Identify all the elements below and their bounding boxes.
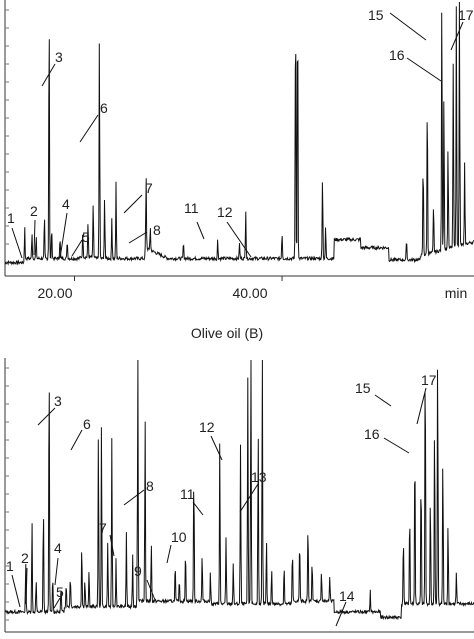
chromatogram-trace-bottom [4,359,474,621]
peak-label-16-top: 16 [389,47,405,63]
arrow-14-bottom [335,601,347,627]
arrow-11-bottom [192,501,204,516]
peak-labels-top: 1 2 3 4 5 6 7 8 11 12 15 16 17 [7,7,474,245]
chart-title-olive-oil: Olive oil (B) [191,325,263,341]
y-axis-minor-ticks-top [5,9,9,263]
peak-label-12-bottom: 12 [199,419,215,435]
arrow-2-top [33,219,36,256]
peak-label-4-top: 4 [62,196,70,212]
peak-label-13-bottom: 13 [251,469,267,485]
chromatogram-bottom: 1 2 3 4 5 6 7 8 9 10 11 12 13 14 15 16 1… [4,358,474,633]
arrow-11-top [196,221,205,240]
peak-label-17-top: 17 [458,7,474,23]
peak-label-15-top: 15 [368,7,384,23]
arrow-1-bottom [11,574,21,608]
peak-label-10-bottom: 10 [171,529,187,545]
x-axis-label: min [445,285,468,301]
peak-label-2-top: 2 [30,203,38,219]
x-axis-ticks-top [74,276,283,281]
chromatogram-top: 20.00 40.00 min 1 2 3 4 5 6 7 8 [4,0,474,301]
arrow-17-top [450,21,464,51]
peak-label-5-bottom: 5 [56,584,64,600]
x-tick-label-40: 40.00 [232,285,267,301]
peak-label-12-top: 12 [217,204,233,220]
arrow-8-bottom [123,489,145,506]
peak-label-6-top: 6 [100,100,108,116]
arrow-17-bottom [416,387,427,425]
peak-label-1-bottom: 1 [6,558,14,574]
arrow-16-top [406,57,442,82]
peak-label-9-bottom: 9 [134,563,142,579]
peak-label-11-top: 11 [184,200,199,216]
peak-label-3-top: 3 [55,49,63,65]
arrow-12-bottom [210,435,223,461]
x-tick-label-20: 20.00 [37,285,72,301]
peak-label-2-bottom: 2 [21,550,29,566]
arrow-7-top [123,194,143,214]
arrow-9-bottom [146,579,156,601]
peak-label-16-bottom: 16 [364,426,380,442]
arrow-6-top [79,114,99,143]
arrow-2-bottom [25,567,28,605]
peak-label-8-top: 8 [153,222,161,238]
arrow-3-top [41,63,56,87]
arrow-3-bottom [37,407,56,426]
peak-label-15-bottom: 15 [355,380,371,396]
arrow-6-bottom [70,429,83,451]
chromatogram-trace-top [4,1,474,266]
arrow-13-bottom [239,483,259,513]
arrow-15-bottom [374,394,392,407]
arrow-16-bottom [383,437,410,454]
peak-label-14-bottom: 14 [339,588,355,604]
peak-label-4-bottom: 4 [54,540,62,556]
arrow-5-bottom [53,597,61,609]
arrow-4-top [59,212,68,259]
arrow-8-top [128,231,148,244]
arrow-4-bottom [54,557,59,586]
peak-label-7-bottom: 7 [99,520,107,536]
peak-label-11-bottom: 11 [180,486,195,502]
y-axis-minor-ticks-bottom [5,367,9,621]
peak-label-7-top: 7 [145,180,153,196]
arrow-15-top [389,12,427,41]
peak-label-8-bottom: 8 [146,478,154,494]
peak-annotations-top [11,12,464,259]
peak-label-3-bottom: 3 [54,393,62,409]
peak-label-5-top: 5 [82,229,90,245]
peak-label-1-top: 1 [7,210,15,226]
peak-label-6-bottom: 6 [83,416,91,432]
arrow-1-top [11,227,23,259]
peak-label-17-bottom: 17 [421,372,437,388]
peak-annotations-bottom [11,387,427,627]
peak-labels-bottom: 1 2 3 4 5 6 7 8 9 10 11 12 13 14 15 16 1… [6,372,437,604]
arrow-10-bottom [166,544,172,564]
arrow-12-top [226,221,252,258]
arrow-5-top [71,239,83,257]
arrow-7-bottom [109,534,115,557]
